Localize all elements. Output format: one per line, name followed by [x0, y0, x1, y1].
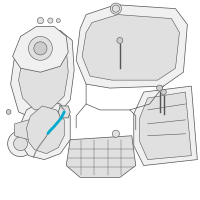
Polygon shape: [134, 86, 197, 166]
Circle shape: [37, 17, 44, 24]
Circle shape: [161, 89, 166, 95]
Polygon shape: [27, 106, 64, 154]
Circle shape: [48, 18, 53, 23]
Polygon shape: [21, 100, 70, 160]
Circle shape: [157, 85, 163, 91]
Polygon shape: [58, 106, 70, 118]
Circle shape: [110, 3, 121, 14]
Circle shape: [29, 36, 52, 60]
Polygon shape: [76, 5, 187, 88]
Circle shape: [112, 5, 119, 12]
Polygon shape: [15, 120, 36, 140]
Polygon shape: [140, 92, 191, 160]
Polygon shape: [66, 136, 136, 177]
Polygon shape: [11, 28, 74, 120]
Circle shape: [56, 19, 60, 23]
Circle shape: [112, 130, 119, 137]
Polygon shape: [82, 15, 179, 80]
Circle shape: [34, 42, 47, 55]
Circle shape: [14, 137, 28, 151]
Circle shape: [117, 37, 123, 43]
Circle shape: [6, 110, 11, 114]
Circle shape: [8, 131, 33, 157]
Polygon shape: [13, 27, 68, 72]
Polygon shape: [19, 36, 68, 110]
